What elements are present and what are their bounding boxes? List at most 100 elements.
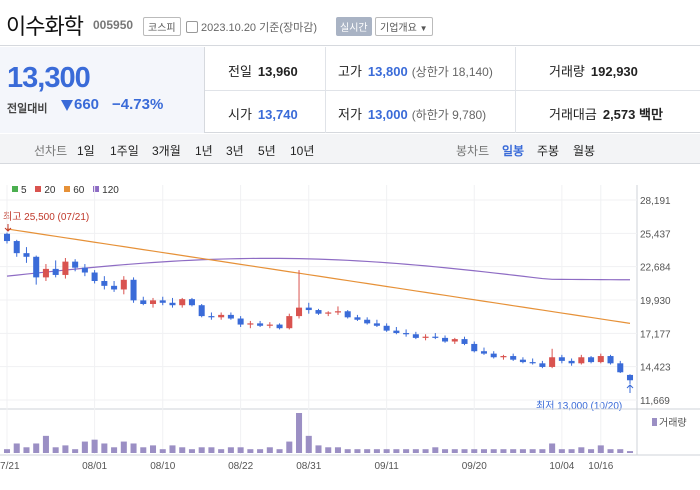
volume-bar: [510, 449, 517, 453]
volume-bar: [364, 449, 371, 453]
volume-value: 192,930: [590, 64, 638, 79]
candle-weekly[interactable]: 주봉: [537, 144, 560, 158]
y-tick-label: 25,437: [640, 229, 671, 240]
volume-label: 거래량: [659, 417, 687, 429]
upper-limit: (상한가 18,140): [411, 65, 493, 79]
volume-bar: [266, 447, 273, 453]
min-price-label: 최저 13,000 (10/20): [536, 401, 623, 412]
divider: [205, 90, 700, 91]
change-percent: −4.73%: [112, 96, 164, 113]
legend-ma120: 120: [87, 185, 119, 196]
candle-body: [247, 323, 254, 325]
lower-limit: (하한가 9,780): [411, 108, 487, 122]
candle-body: [101, 280, 108, 286]
candle-monthly[interactable]: 월봉: [573, 144, 596, 158]
x-tick-label: 08/01: [82, 461, 107, 472]
volume-bar: [81, 441, 88, 453]
candle-body: [13, 241, 20, 254]
volume-bar: [451, 449, 458, 453]
volume-bar: [539, 449, 546, 453]
period-10y[interactable]: 10년: [290, 144, 315, 158]
volume-bar: [490, 449, 497, 453]
x-tick-label: 09/11: [374, 461, 399, 472]
volume-bar: [461, 449, 468, 453]
volume-bar: [149, 445, 157, 453]
volume-bar: [140, 447, 147, 453]
period-1w[interactable]: 1주일: [110, 144, 139, 158]
candle-body: [286, 316, 293, 329]
period-1d[interactable]: 1일: [77, 144, 95, 158]
candle-body: [578, 357, 585, 364]
volume-bar: [33, 443, 40, 453]
candle-body: [383, 325, 390, 331]
volume-bar: [617, 449, 624, 453]
volume-bar: [276, 449, 283, 453]
volume-label: 거래량: [549, 64, 585, 79]
candle-body: [208, 316, 215, 318]
volume-bar: [237, 447, 244, 453]
volume-bar: [578, 447, 585, 453]
volume-bar: [500, 449, 507, 453]
candle-body: [373, 323, 380, 326]
candle-daily[interactable]: 일봉: [502, 144, 525, 158]
volume-bar: [412, 449, 419, 453]
candle-body: [130, 279, 137, 301]
realtime-button[interactable]: 실시간: [336, 17, 372, 36]
volume-bar: [208, 447, 215, 453]
candle-body: [315, 310, 322, 314]
company-overview-button[interactable]: 기업개요 ▼: [375, 17, 433, 36]
ma120-line: [6, 257, 631, 281]
period-1y[interactable]: 1년: [195, 144, 213, 158]
current-price: 13,300: [7, 62, 91, 94]
period-3y[interactable]: 3년: [226, 144, 244, 158]
candle-body: [169, 302, 176, 306]
max-arrow-icon: [4, 224, 12, 232]
amount-value: 2,573 백만: [602, 107, 663, 122]
volume-bar: [354, 449, 361, 453]
volume-bar: [72, 449, 79, 453]
volume-bar: [3, 449, 11, 453]
candle-body: [393, 330, 400, 334]
candle-body: [344, 311, 351, 318]
candle-body: [471, 343, 478, 352]
open-value: 13,740: [257, 107, 298, 122]
candle-body: [266, 324, 273, 326]
period-3m[interactable]: 3개월: [152, 144, 181, 158]
low-value: 13,000: [367, 107, 408, 122]
prev-label: 전일: [228, 64, 252, 79]
candle-body: [111, 285, 118, 290]
candle-body: [354, 317, 361, 320]
volume-bar: [52, 447, 59, 453]
volume-bar: [198, 447, 205, 453]
volume-bar: [247, 449, 254, 453]
prev-close: 전일 13,960: [228, 61, 298, 80]
y-tick-label: 28,191: [640, 196, 671, 207]
period-5y[interactable]: 5년: [258, 144, 276, 158]
candle-body: [198, 305, 205, 317]
candle-body: [218, 314, 225, 318]
change-label: 전일대비: [7, 103, 48, 115]
open-label: 시가: [228, 107, 252, 122]
volume-bar: [588, 449, 595, 453]
x-tick-label: 10/04: [549, 461, 574, 472]
volume-bar: [305, 435, 312, 453]
change-value: 660: [74, 96, 100, 113]
candle-body: [549, 357, 556, 367]
volume-bar: [159, 449, 166, 453]
volume-bar: [422, 449, 429, 453]
candle-body: [461, 339, 468, 344]
candle-body: [296, 307, 303, 317]
high-value: 13,800: [367, 64, 408, 79]
volume-bar: [188, 449, 195, 453]
candle-body: [188, 299, 195, 306]
candle-body: [588, 357, 595, 363]
volume-bar: [296, 413, 303, 453]
x-tick-label: 08/10: [150, 461, 175, 472]
volume-bar: [42, 435, 49, 453]
volume-bar: [393, 449, 400, 453]
candle-body: [529, 362, 536, 364]
price-box: 13,300 전일대비 660 −4.73%: [0, 47, 205, 133]
trade-amount: 거래대금 2,573 백만: [549, 104, 663, 123]
volume-bar: [607, 449, 614, 453]
candle-body: [257, 323, 264, 326]
